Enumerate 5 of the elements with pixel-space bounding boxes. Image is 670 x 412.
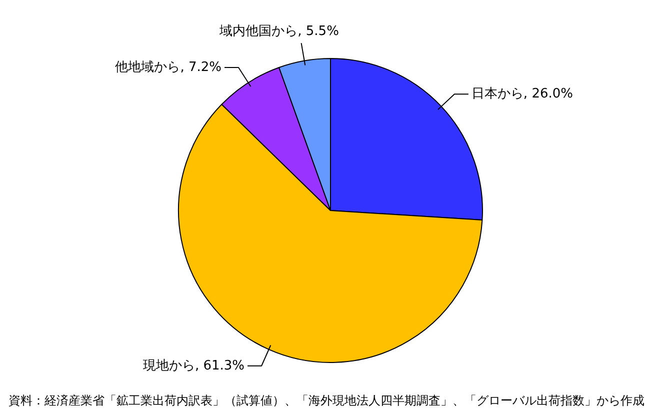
text: 資料：経済産業省「鉱工業出荷内訳表」（試算値）、「海外現地法人四半期調査」、「グローバル出荷指数」から作成 (8, 394, 644, 408)
slice-label: 域内他国から, 5.5% (218, 24, 339, 40)
slice-label: 他地域から, 7.2% (115, 60, 222, 76)
slice-label: 日本から, 26.0% (471, 86, 573, 102)
slice-label: 現地から, 61.3% (142, 358, 245, 374)
